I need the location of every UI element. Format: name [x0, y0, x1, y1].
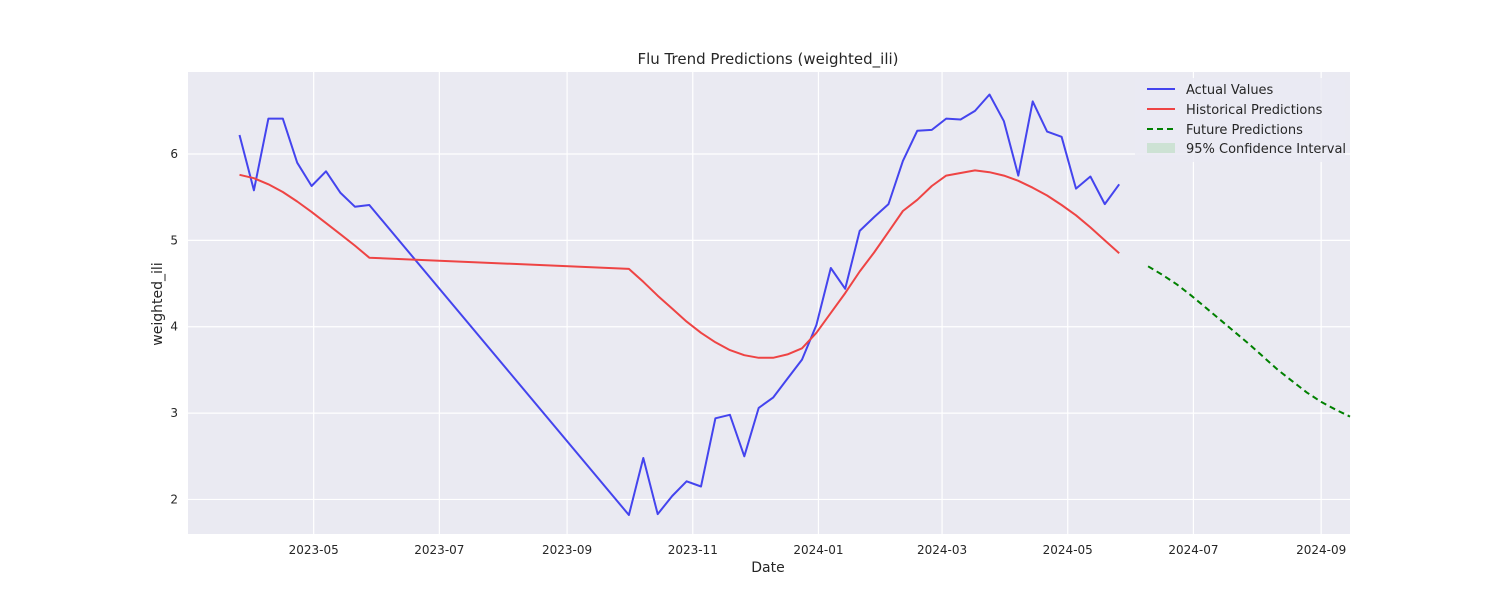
chart-title: Flu Trend Predictions (weighted_ili) [637, 50, 898, 69]
x-tick-label: 2024-05 [1043, 543, 1093, 557]
future-predictions-line [1147, 265, 1351, 418]
x-tick-label: 2023-05 [289, 543, 339, 557]
legend-label-actual: Actual Values [1186, 83, 1274, 98]
y-tick-label: 2 [170, 492, 178, 506]
legend: Actual Values Historical Predictions Fut… [1135, 78, 1346, 162]
y-tick-label: 5 [170, 233, 178, 247]
y-tick-label: 4 [170, 320, 178, 334]
historical-predictions-line [239, 169, 1120, 359]
x-tick-label: 2024-03 [917, 543, 967, 557]
legend-label-future: Future Predictions [1186, 123, 1303, 138]
y-tick-label: 6 [170, 147, 178, 161]
x-axis-label: Date [751, 560, 784, 576]
series-lines [238, 93, 1351, 516]
x-tick-label: 2024-01 [793, 543, 843, 557]
legend-label-historical: Historical Predictions [1186, 103, 1323, 118]
legend-label-ci: 95% Confidence Interval [1186, 142, 1346, 157]
x-tick-label: 2024-07 [1168, 543, 1218, 557]
x-tick-label: 2023-07 [414, 543, 464, 557]
actual-values-line [238, 93, 1121, 516]
legend-swatch-ci [1147, 143, 1175, 153]
x-tick-label: 2023-11 [668, 543, 718, 557]
y-axis-label: weighted_ili [150, 262, 166, 345]
x-tick-label: 2023-09 [542, 543, 592, 557]
x-tick-label: 2024-09 [1296, 543, 1346, 557]
y-tick-label: 3 [170, 406, 178, 420]
axis-ticks: 2023-05 2023-07 2023-09 2023-11 2024-01 2024-… [170, 147, 1346, 557]
